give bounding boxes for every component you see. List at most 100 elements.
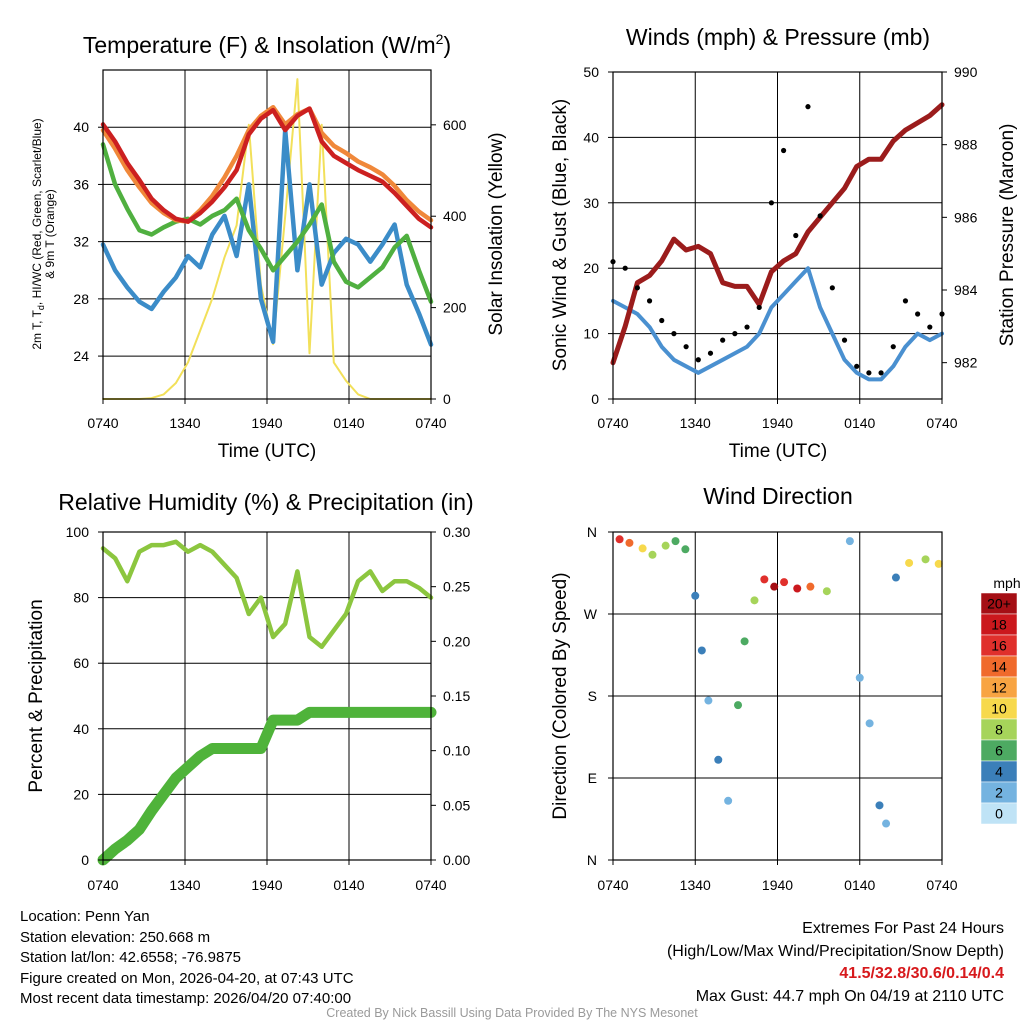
extremes-title: Extremes For Past 24 Hours [802, 920, 1004, 937]
direction-point [671, 537, 680, 546]
y-tick-label: E [588, 770, 597, 786]
y2-tick-label: 0.10 [443, 743, 470, 759]
station-elevation: Station elevation: 250.668 m [20, 928, 211, 946]
direction-point [806, 582, 815, 591]
pressure-y-ticks: 982 984 986 988 990 [942, 64, 978, 371]
gust-point [695, 357, 701, 363]
y2-tick-label: 990 [954, 64, 978, 80]
direction-point [750, 596, 759, 605]
series-line-td [100, 142, 434, 304]
recent-timestamp: Most recent data timestamp: 2026/04/20 0… [20, 990, 352, 1007]
direction-point [822, 587, 831, 596]
humidity-title: Relative Humidity (%) & Precipitation (i… [58, 489, 473, 515]
station-info: Location: Penn Yan Station elevation: 25… [20, 907, 354, 1010]
direction-point [905, 558, 914, 567]
gust-point [915, 311, 921, 317]
y-tick-label: 40 [73, 119, 89, 135]
direction-point [891, 573, 900, 582]
direction-point [770, 582, 779, 591]
direction-point [625, 538, 634, 547]
gust-point [720, 337, 726, 343]
direction-point [793, 584, 802, 593]
gust-point [744, 324, 750, 330]
y-tick-label: 20 [583, 260, 599, 276]
x-tick-label: 1340 [680, 415, 711, 431]
direction-point [882, 819, 891, 828]
figure-created: Figure created on Mon, 2026-04-20, at 07… [20, 969, 354, 987]
x-tick-label: 1940 [762, 415, 793, 431]
y-tick-label: 10 [583, 326, 599, 342]
gust-point [841, 337, 848, 343]
y2-tick-label: 0.00 [443, 852, 470, 868]
x-tick-label: 0140 [333, 877, 364, 893]
gust-point [732, 331, 738, 337]
gust-point [927, 324, 933, 330]
svg-text:& 9m T (Orange): & 9m T (Orange) [43, 189, 57, 279]
direction-point [681, 545, 690, 554]
precip-y-ticks: 0.00 0.05 0.10 0.15 0.20 0.25 0.30 [431, 524, 470, 868]
humidity-y-ticks: 0 20 40 60 80 100 [66, 524, 103, 868]
humidity-panel: Relative Humidity (%) & Precipitation (i… [26, 489, 474, 893]
colorbar-label: 0 [995, 806, 1003, 822]
y2-tick-label: 982 [954, 355, 978, 371]
series-line-hi-wc [100, 127, 434, 347]
winds-x-ticks: 0740 1340 1940 0140 0740 [597, 399, 958, 431]
gust-point [866, 370, 872, 376]
temperature-series [100, 104, 434, 347]
wind-direction-title: Wind Direction [703, 483, 853, 509]
x-tick-label: 0740 [926, 415, 957, 431]
y-tick-label: 36 [73, 176, 89, 192]
gust-point [890, 344, 896, 350]
y2-tick-label: 400 [443, 208, 467, 224]
gust-point [793, 232, 799, 239]
gust-point [622, 265, 628, 271]
humidity-ylabel: Percent & Precipitation [26, 599, 47, 792]
wind-direction-x-ticks: 0740 1340 1940 0140 0740 [597, 860, 958, 893]
direction-point [734, 701, 743, 710]
y-tick-label: 20 [73, 786, 89, 802]
direction-point [921, 555, 930, 564]
gust-point [878, 370, 884, 376]
colorbar-label: 8 [995, 722, 1003, 738]
humidity-series [97, 539, 437, 866]
y-tick-label: 80 [73, 590, 89, 606]
temperature-x-ticks: 0740 1340 1940 0140 0740 [87, 399, 447, 431]
x-tick-label: 0740 [415, 877, 446, 893]
y2-tick-label: 0.25 [443, 579, 470, 595]
y-tick-label: 40 [73, 721, 89, 737]
x-tick-label: 0740 [926, 877, 957, 893]
direction-point [934, 559, 943, 568]
y2-tick-label: 986 [954, 209, 978, 225]
direction-point [780, 578, 789, 587]
x-tick-label: 0740 [597, 877, 628, 893]
temperature-panel: Temperature (F) & Insolation (W/m2) 24 28… [30, 31, 507, 462]
direction-point [615, 535, 624, 544]
winds-y-ticks: 0 10 20 30 40 50 [583, 64, 613, 407]
station-location: Location: Penn Yan [20, 908, 150, 925]
colorbar-label: 12 [991, 680, 1007, 696]
y2-tick-label: 0 [443, 391, 451, 407]
extremes-subtitle: (High/Low/Max Wind/Precipitation/Snow De… [666, 942, 1004, 960]
direction-point [661, 541, 670, 550]
wind-direction-y-ticks: N E S W N [584, 524, 613, 868]
colorbar-label: 16 [991, 638, 1007, 654]
y2-tick-label: 988 [954, 137, 978, 153]
y-tick-label: 60 [73, 655, 89, 671]
y2-tick-label: 0.20 [443, 633, 470, 649]
y2-tick-label: 0.15 [443, 688, 470, 704]
winds-title: Winds (mph) & Pressure (mb) [626, 24, 930, 50]
y-tick-label: 50 [583, 64, 599, 80]
humidity-line [100, 539, 434, 650]
temperature-title: Temperature (F) & Insolation (W/m2) [83, 31, 451, 58]
y-tick-label: 28 [73, 291, 89, 307]
direction-point [724, 796, 733, 805]
winds-xlabel: Time (UTC) [729, 441, 828, 462]
gust-point [768, 200, 775, 206]
y-tick-label: 40 [583, 129, 599, 145]
gust-point [634, 285, 640, 291]
gust-point [659, 317, 665, 324]
station-latlon: Station lat/lon: 42.6558; -76.9875 [20, 949, 242, 966]
wind-direction-ylabel: Direction (Colored By Speed) [550, 572, 571, 819]
direction-point [691, 591, 700, 600]
direction-point [704, 696, 713, 705]
